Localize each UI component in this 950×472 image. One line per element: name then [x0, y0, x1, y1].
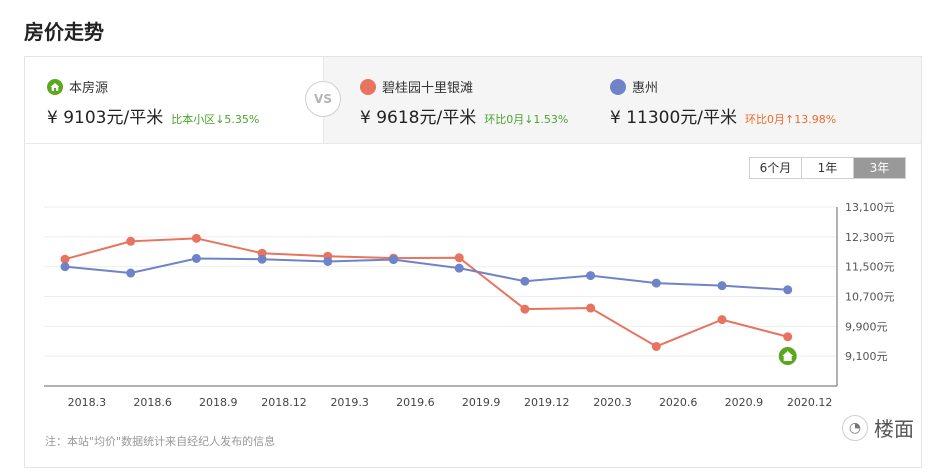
x-tick-label: 2019.12	[524, 396, 570, 409]
tab-6-months[interactable]: 6个月	[750, 158, 802, 178]
price-trend-chart: 9,100元 9,900元 10,700元 11,500元 12,300元 13,100元…	[44, 201, 895, 409]
city-data-point	[586, 271, 596, 281]
city-data-point	[60, 262, 70, 272]
y-tick-label: 9,100元	[845, 350, 888, 363]
own-card-head: 本房源	[47, 77, 108, 96]
community-series-line	[64, 237, 788, 348]
price-trend-panel: 本房源 ¥ 9103元/平米 比本小区↓5.35% 碧桂园十里银滩 ¥ 9618元…	[24, 56, 922, 468]
own-change: 比本小区↓5.35%	[171, 113, 260, 126]
community-data-point	[586, 303, 596, 313]
y-tick-label: 10,700元	[845, 291, 895, 304]
x-tick-label: 2018.12	[261, 396, 307, 409]
watermark-text: 楼面	[874, 417, 914, 441]
city-price-row: ¥ 11300元/平米 环比0月↑13.98%	[610, 103, 836, 128]
city-data-point	[783, 285, 793, 295]
city-data-point	[454, 263, 464, 273]
city-data-point	[191, 253, 201, 263]
community-data-point	[126, 236, 136, 246]
own-name: 本房源	[69, 81, 109, 96]
city-card-head: 惠州	[610, 77, 658, 96]
city-series-line	[64, 257, 788, 291]
community-name: 碧桂园十里银滩	[382, 81, 474, 96]
vs-badge: VS	[305, 81, 341, 117]
compare-summary: 碧桂园十里银滩 ¥ 9618元/平米 环比0月↓1.53% 惠州 ¥ 11300元…	[324, 57, 921, 143]
community-data-point	[454, 253, 464, 263]
community-legend-dot	[360, 79, 376, 95]
community-data-point	[60, 254, 70, 264]
city-price: ¥ 11300元/平米	[610, 108, 738, 128]
community-change: 环比0月↓1.53%	[484, 113, 569, 126]
community-data-point	[191, 233, 201, 243]
x-tick-label: 2018.9	[199, 396, 238, 409]
x-tick-label: 2019.9	[462, 396, 501, 409]
x-tick-label: 2020.6	[659, 396, 698, 409]
x-tick-label: 2018.3	[68, 396, 107, 409]
community-data-point	[651, 341, 661, 351]
tab-3-years[interactable]: 3年	[854, 158, 905, 178]
page-title: 房价走势	[24, 20, 104, 44]
community-data-point	[717, 315, 727, 325]
city-data-point	[520, 276, 530, 286]
own-price: ¥ 9103元/平米	[47, 108, 164, 128]
y-tick-label: 12,300元	[845, 231, 895, 244]
wechat-icon: ◔	[842, 414, 868, 441]
footnote: 注：本站"均价"数据统计来自经纪人发布的信息	[45, 435, 276, 448]
community-data-point	[520, 304, 530, 314]
home-icon	[782, 351, 794, 362]
y-tick-label: 13,100元	[845, 201, 895, 214]
own-price-row: ¥ 9103元/平米 比本小区↓5.35%	[47, 103, 259, 128]
city-data-point	[389, 255, 398, 265]
y-tick-label: 9,900元	[845, 320, 888, 333]
x-tick-label: 2019.6	[396, 396, 435, 409]
city-change: 环比0月↑13.98%	[745, 113, 837, 126]
city-data-point	[126, 268, 136, 278]
city-data-point	[323, 256, 333, 266]
city-data-point	[257, 254, 267, 264]
x-tick-label: 2020.3	[593, 396, 632, 409]
x-tick-label: 2020.12	[787, 396, 833, 409]
home-icon	[47, 79, 63, 95]
price-summary: 本房源 ¥ 9103元/平米 比本小区↓5.35% 碧桂园十里银滩 ¥ 9618元…	[25, 57, 921, 144]
watermark: ◔ 楼面	[842, 413, 914, 442]
x-tick-label: 2019.3	[330, 396, 369, 409]
range-tabs: 6个月 1年 3年	[749, 157, 906, 179]
community-price: ¥ 9618元/平米	[360, 108, 477, 128]
city-data-point	[717, 281, 727, 291]
city-data-point	[651, 278, 661, 288]
tab-1-year[interactable]: 1年	[802, 158, 854, 178]
own-summary: 本房源 ¥ 9103元/平米 比本小区↓5.35%	[25, 57, 324, 143]
city-name: 惠州	[632, 81, 659, 96]
city-legend-dot	[610, 79, 626, 95]
y-tick-label: 11,500元	[845, 261, 895, 274]
community-price-row: ¥ 9618元/平米 环比0月↓1.53%	[360, 103, 568, 128]
x-tick-label: 2020.9	[725, 396, 764, 409]
x-tick-label: 2018.6	[133, 396, 172, 409]
community-card-head: 碧桂园十里银滩	[360, 77, 473, 96]
community-data-point	[783, 332, 793, 342]
